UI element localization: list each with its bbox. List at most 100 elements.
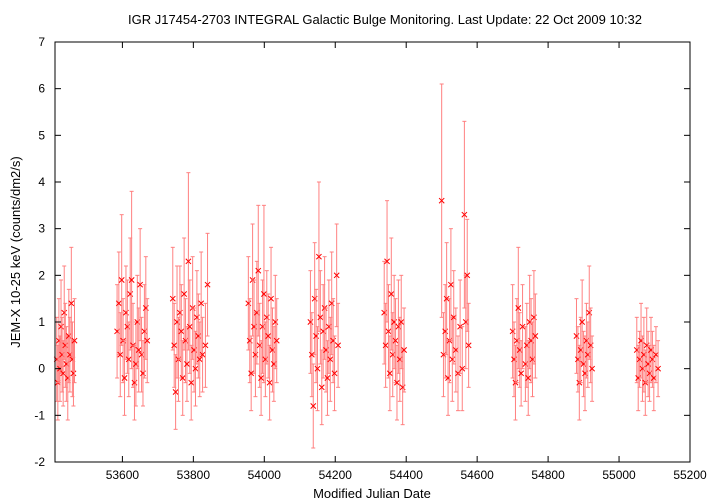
data-point	[652, 326, 659, 384]
y-tick-label: 0	[38, 362, 45, 376]
data-point	[579, 279, 586, 365]
point-marker	[327, 356, 334, 363]
data-point	[518, 340, 525, 407]
data-point	[117, 312, 124, 398]
point-marker	[438, 197, 445, 204]
point-marker	[331, 370, 338, 377]
point-marker	[385, 328, 392, 335]
point-marker	[192, 365, 199, 372]
point-marker	[532, 333, 539, 339]
point-marker	[655, 365, 662, 372]
data-point	[182, 298, 189, 384]
point-marker	[71, 337, 78, 344]
data-point	[310, 363, 317, 449]
data-point	[447, 228, 454, 342]
x-tick-label: 53600	[106, 468, 140, 482]
point-marker	[179, 375, 186, 381]
point-marker	[258, 375, 265, 381]
x-tick-label: 54200	[319, 468, 353, 482]
point-marker	[184, 361, 190, 367]
point-marker	[465, 342, 472, 349]
data-point	[273, 298, 280, 384]
point-marker	[401, 347, 408, 353]
point-marker	[58, 323, 64, 330]
x-tick-label: 54800	[531, 468, 565, 482]
point-marker	[169, 295, 176, 302]
x-tick-label: 55200	[673, 468, 707, 482]
point-marker	[447, 281, 454, 288]
point-marker	[65, 333, 72, 339]
y-tick-label: 2	[38, 268, 45, 282]
point-marker	[317, 314, 324, 321]
y-tick-label: 6	[38, 82, 45, 96]
point-marker	[315, 253, 322, 260]
point-marker	[310, 403, 317, 409]
point-marker	[459, 365, 466, 372]
y-tick-label: 3	[38, 222, 45, 236]
data-point	[335, 302, 342, 388]
point-marker	[382, 342, 389, 349]
point-marker	[70, 370, 77, 377]
data-point	[459, 326, 466, 412]
data-point	[333, 223, 340, 328]
point-marker	[172, 389, 179, 395]
data-point	[202, 302, 209, 388]
point-marker	[117, 351, 124, 358]
point-marker	[61, 309, 68, 316]
point-marker	[128, 277, 135, 283]
point-marker	[525, 375, 532, 381]
data-point	[176, 265, 183, 360]
point-marker	[144, 337, 151, 344]
y-tick-label: 7	[38, 35, 45, 49]
point-marker	[268, 295, 274, 302]
x-axis-label: Modified Julian Date	[313, 486, 431, 501]
point-marker	[137, 281, 144, 288]
point-marker	[273, 337, 280, 344]
data-point	[452, 307, 459, 393]
point-marker	[248, 370, 255, 377]
point-marker	[464, 272, 471, 279]
point-marker	[198, 300, 205, 307]
data-point	[135, 307, 142, 393]
point-marker	[68, 300, 75, 307]
data-point	[401, 307, 408, 393]
point-marker	[171, 342, 178, 349]
data-point	[185, 172, 192, 351]
point-marker	[62, 342, 69, 349]
point-marker	[386, 370, 393, 377]
point-marker	[333, 272, 340, 279]
point-marker	[186, 323, 193, 330]
x-tick-label: 53800	[177, 468, 211, 482]
data-point	[438, 83, 445, 318]
x-tick-label: 54400	[390, 468, 424, 482]
chart-title: IGR J17454-2703 INTEGRAL Galactic Bulge …	[128, 12, 642, 27]
data-point	[171, 302, 178, 388]
point-marker	[314, 365, 321, 372]
data-point	[260, 204, 267, 384]
plot-frame	[54, 41, 691, 463]
data-point	[196, 321, 203, 398]
data-point	[63, 326, 70, 402]
data-point	[443, 242, 450, 356]
data-point	[465, 302, 472, 388]
point-marker	[324, 375, 331, 381]
data-point	[204, 232, 211, 337]
point-marker	[178, 328, 185, 335]
point-marker	[115, 300, 122, 307]
point-marker	[335, 342, 342, 349]
point-marker	[443, 295, 450, 302]
axes: -2 -1 0 1 2 3 4 5 6 7 53600 53800 54000 54200 54400 546…	[34, 35, 707, 482]
point-marker	[204, 281, 211, 288]
data-point	[144, 298, 151, 384]
point-marker	[181, 291, 188, 297]
data-point	[262, 321, 269, 398]
point-marker	[199, 351, 206, 358]
data-point	[169, 246, 176, 351]
data-point	[519, 284, 526, 370]
point-marker	[515, 305, 522, 311]
data-point	[179, 340, 186, 416]
x-tick-label: 54600	[460, 468, 494, 482]
x-tick-label: 55000	[602, 468, 636, 482]
point-marker	[188, 379, 195, 386]
